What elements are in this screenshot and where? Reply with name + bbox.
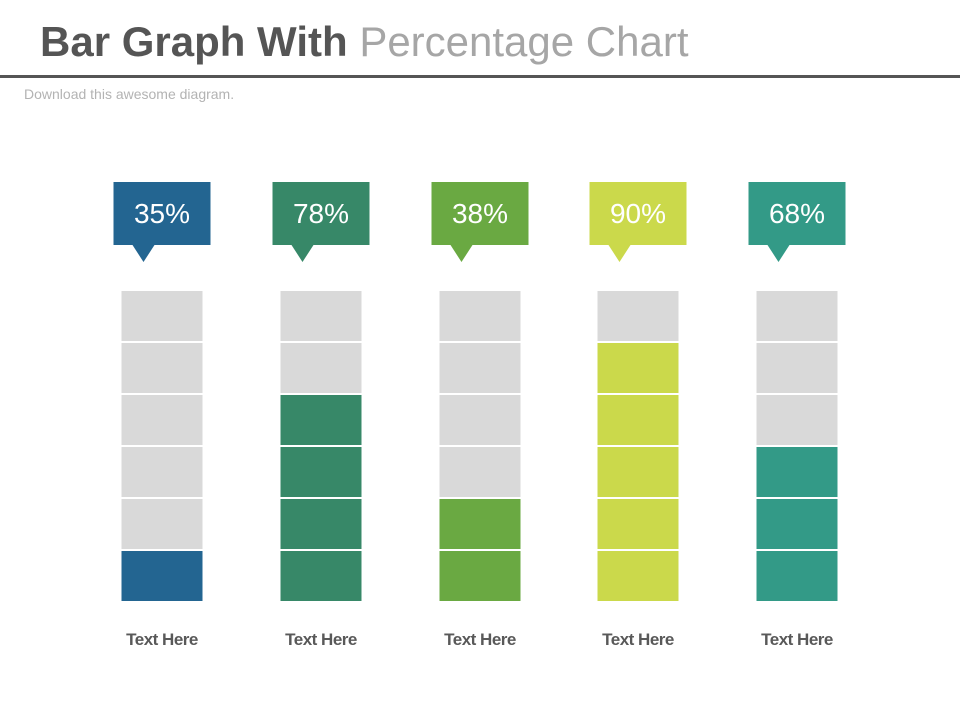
data-label: 90%: [609, 197, 667, 229]
data-label: 35%: [133, 197, 191, 229]
category-label: Text Here: [602, 630, 674, 649]
bar-segment-empty: [121, 395, 203, 445]
callout-pointer: [132, 245, 155, 262]
bar-segment-empty: [439, 395, 521, 445]
bar: [756, 291, 838, 602]
page-title: Bar Graph With Percentage Chart: [40, 18, 689, 66]
bar-segment-empty: [597, 291, 679, 341]
bar-column: 38% Text Here: [410, 0, 550, 720]
data-label: 38%: [451, 197, 509, 229]
bar-column: 35% Text Here: [92, 0, 232, 720]
callout-pointer: [291, 245, 314, 262]
category-label: Text Here: [285, 630, 357, 649]
bar-column: 68% Text Here: [727, 0, 867, 720]
bar-segment-filled: [439, 551, 521, 601]
bar-segment-empty: [439, 343, 521, 393]
value-callout: 38%: [431, 182, 529, 262]
bar-segment-empty: [121, 447, 203, 497]
bar-segment-empty: [121, 343, 203, 393]
data-label: 68%: [768, 197, 826, 229]
bar-column: 90% Text Here: [568, 0, 708, 720]
header-divider: [0, 75, 960, 78]
callout-pointer: [767, 245, 790, 262]
category-label: Text Here: [444, 630, 516, 649]
bar-segment-empty: [756, 395, 838, 445]
value-callout: 68%: [748, 182, 846, 262]
bar: [121, 291, 203, 602]
category-label: Text Here: [761, 630, 833, 649]
data-label: 78%: [292, 197, 350, 229]
page-subtitle: Download this awesome diagram.: [24, 86, 235, 102]
bar-segment-empty: [121, 499, 203, 549]
bar-segment-filled: [280, 395, 362, 445]
value-callout: 78%: [272, 182, 370, 262]
bar-segment-filled: [756, 447, 838, 497]
bar-segment-filled: [280, 447, 362, 497]
bar-segment-filled: [756, 499, 838, 549]
bar-segment-empty: [439, 447, 521, 497]
bar-segment-filled: [597, 551, 679, 601]
bar-segment-filled: [597, 395, 679, 445]
bar-segment-filled: [280, 499, 362, 549]
title-light-part: Percentage Chart: [359, 18, 689, 65]
bar-segment-filled: [597, 343, 679, 393]
bar-column: 78% Text Here: [251, 0, 391, 720]
callout-pointer: [450, 245, 473, 262]
bar-segment-empty: [439, 291, 521, 341]
bar: [439, 291, 521, 602]
bar-segment-filled: [121, 551, 203, 601]
bar-segment-empty: [756, 291, 838, 341]
bar-segment-filled: [597, 447, 679, 497]
bar-segment-filled: [280, 551, 362, 601]
bar-segment-empty: [280, 291, 362, 341]
bar-segment-filled: [597, 499, 679, 549]
bar-segment-empty: [121, 291, 203, 341]
bar: [597, 291, 679, 602]
bar-segment-empty: [280, 343, 362, 393]
title-bold-part: Bar Graph With: [40, 18, 348, 65]
bar-segment-filled: [439, 499, 521, 549]
bar: [280, 291, 362, 602]
bar-segment-empty: [756, 343, 838, 393]
callout-pointer: [608, 245, 631, 262]
bar-segment-filled: [756, 551, 838, 601]
value-callout: 90%: [589, 182, 687, 262]
value-callout: 35%: [113, 182, 211, 262]
category-label: Text Here: [126, 630, 198, 649]
